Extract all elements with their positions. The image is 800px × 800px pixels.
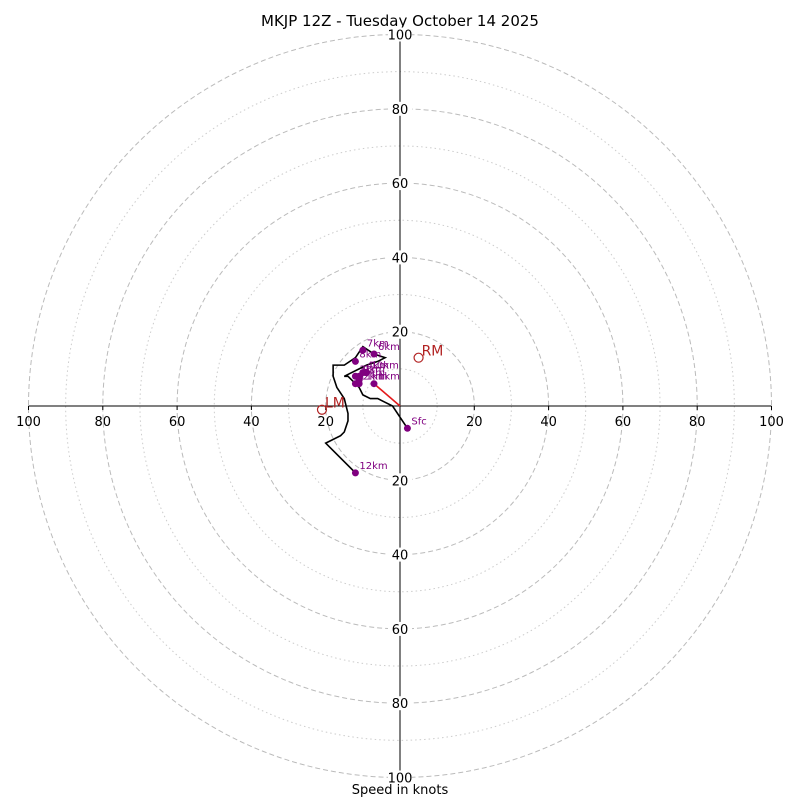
x-tick-label: 40 — [243, 415, 260, 430]
level-label-6km: 6km — [378, 342, 400, 353]
y-tick-label: 60 — [392, 623, 409, 638]
y-tick-label-bg — [388, 621, 412, 636]
y-tick-label: 20 — [392, 474, 409, 489]
level-point-12km — [351, 469, 359, 477]
x-tick-label: 100 — [16, 415, 41, 430]
level-point-8km — [351, 357, 359, 365]
y-tick-label-bg — [388, 324, 412, 339]
x-tick-label: 40 — [540, 415, 557, 430]
level-point-10km — [363, 369, 371, 377]
level-point-Sfc — [403, 424, 411, 432]
hodograph-trace-line — [324, 345, 409, 474]
x-tick-label: 60 — [615, 415, 632, 430]
bunkers-label-LM: LM — [325, 396, 345, 412]
y-tick-label: 20 — [392, 326, 409, 341]
y-tick-label-bg — [388, 547, 412, 562]
x-axis-label: Speed in knots — [351, 783, 449, 798]
bunkers-marker-RM — [413, 352, 424, 363]
y-tick-label-bg — [388, 696, 412, 711]
bunkers-marker-LM — [316, 404, 328, 415]
y-tick-label: 40 — [392, 251, 409, 266]
level-label-5km: 5km — [363, 368, 385, 379]
level-label-3km: 3km — [359, 364, 381, 375]
y-tick-label: 60 — [392, 177, 409, 192]
x-tick-label: 20 — [466, 415, 483, 430]
level-label-11km: 11km — [359, 372, 387, 383]
x-tick-label: 100 — [759, 415, 784, 430]
y-tick-label-bg — [388, 473, 412, 488]
chart-title: MKJP 12Z - Tuesday October 14 2025 — [261, 12, 539, 30]
x-tick-label: 80 — [689, 415, 706, 430]
level-point-9km — [355, 372, 363, 380]
level-label-10km: 10km — [371, 361, 399, 372]
x-tick-label: 20 — [317, 415, 334, 430]
bunkers-label-RM: RM — [422, 344, 444, 360]
y-tick-label-bg — [388, 250, 412, 265]
level-label-1km: 1km — [378, 372, 400, 383]
storm-motion-vector — [373, 383, 401, 407]
x-tick-label: 80 — [95, 415, 112, 430]
level-point-1km — [370, 380, 378, 388]
level-label-7km: 7km — [367, 338, 389, 349]
y-tick-label: 100 — [388, 772, 413, 787]
y-tick-label-bg — [388, 770, 412, 785]
level-label-Sfc: Sfc — [411, 416, 426, 427]
level-label-8km: 8km — [359, 349, 381, 360]
y-tick-label-bg — [388, 27, 412, 42]
level-point-7km — [359, 346, 367, 354]
y-tick-label: 80 — [392, 697, 409, 712]
x-tick-label: 60 — [169, 415, 186, 430]
level-label-4km: 4km — [367, 361, 389, 372]
level-point-11km — [351, 380, 359, 388]
level-point-6km — [370, 350, 378, 358]
level-label-2km: 2km — [363, 372, 385, 383]
y-tick-label: 100 — [388, 29, 413, 44]
y-tick-label-bg — [388, 101, 412, 116]
y-tick-label: 80 — [392, 103, 409, 118]
level-label-12km: 12km — [359, 461, 387, 472]
y-tick-label: 40 — [392, 549, 409, 564]
level-label-9km: 9km — [363, 364, 385, 375]
y-tick-label-bg — [388, 176, 412, 191]
